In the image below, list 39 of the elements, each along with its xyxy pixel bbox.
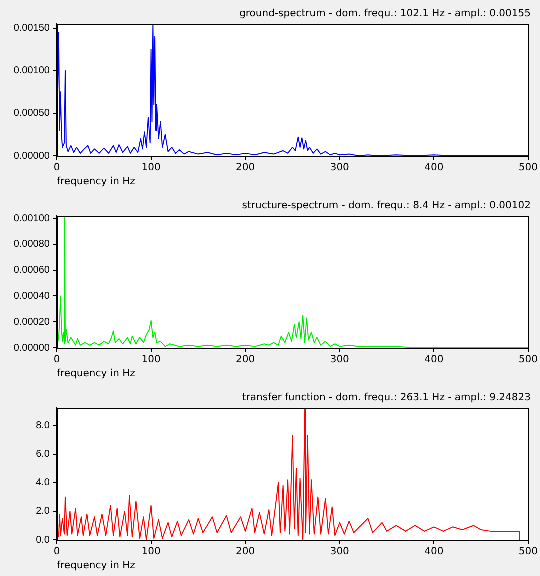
- x-tick-label: 200: [236, 546, 256, 558]
- x-tick-label: 200: [236, 162, 256, 174]
- x-tick-label: 0: [54, 546, 60, 558]
- y-tick-label: 0.0: [36, 534, 50, 546]
- y-tick-label: 0.00050: [14, 108, 50, 120]
- x-axis-title: frequency in Hz: [57, 560, 136, 572]
- x-tick-label: 0: [54, 162, 60, 174]
- x-tick-label: 100: [142, 162, 161, 174]
- x-tick-label: 100: [142, 546, 161, 558]
- y-tick-label: 6.0: [36, 449, 50, 460]
- y-tick-label: 0.00020: [14, 316, 50, 328]
- chart-title: structure-spectrum - dom. frequ.: 8.4 Hz - ampl.: 0.00102: [242, 200, 531, 212]
- x-tick-label: 500: [518, 354, 538, 366]
- x-tick-label: 500: [518, 162, 538, 174]
- y-tick-label: 4.0: [36, 478, 50, 489]
- x-axis-title: frequency in Hz: [57, 176, 136, 188]
- x-tick-label: 400: [424, 354, 444, 366]
- x-tick-label: 200: [236, 354, 256, 366]
- x-tick-label: 100: [142, 354, 161, 366]
- y-tick-label: 0.00150: [14, 23, 50, 34]
- y-tick-label: 0.00000: [14, 150, 50, 162]
- x-tick-label: 400: [424, 546, 444, 558]
- y-tick-label: 0.00040: [14, 290, 50, 302]
- x-tick-label: 300: [330, 162, 350, 174]
- y-tick-label: 2.0: [36, 506, 50, 518]
- x-tick-label: 400: [424, 162, 444, 174]
- x-tick-label: 300: [330, 354, 350, 366]
- y-tick-label: 0.00100: [14, 66, 50, 77]
- y-tick-label: 0.00080: [14, 239, 50, 250]
- chart-title: transfer function - dom. frequ.: 263.1 Hz - ampl.: 9.24823: [242, 392, 531, 404]
- x-tick-label: 0: [54, 354, 60, 366]
- x-axis-title: frequency in Hz: [57, 368, 136, 380]
- chart-title: ground-spectrum - dom. frequ.: 102.1 Hz - ampl.: 0.00155: [240, 8, 531, 20]
- y-tick-label: 8.0: [36, 420, 50, 432]
- y-tick-label: 0.00000: [14, 342, 50, 354]
- y-tick-label: 0.00060: [14, 265, 50, 276]
- y-tick-label: 0.00100: [14, 213, 50, 224]
- x-tick-label: 300: [330, 546, 350, 558]
- x-tick-label: 500: [518, 546, 538, 558]
